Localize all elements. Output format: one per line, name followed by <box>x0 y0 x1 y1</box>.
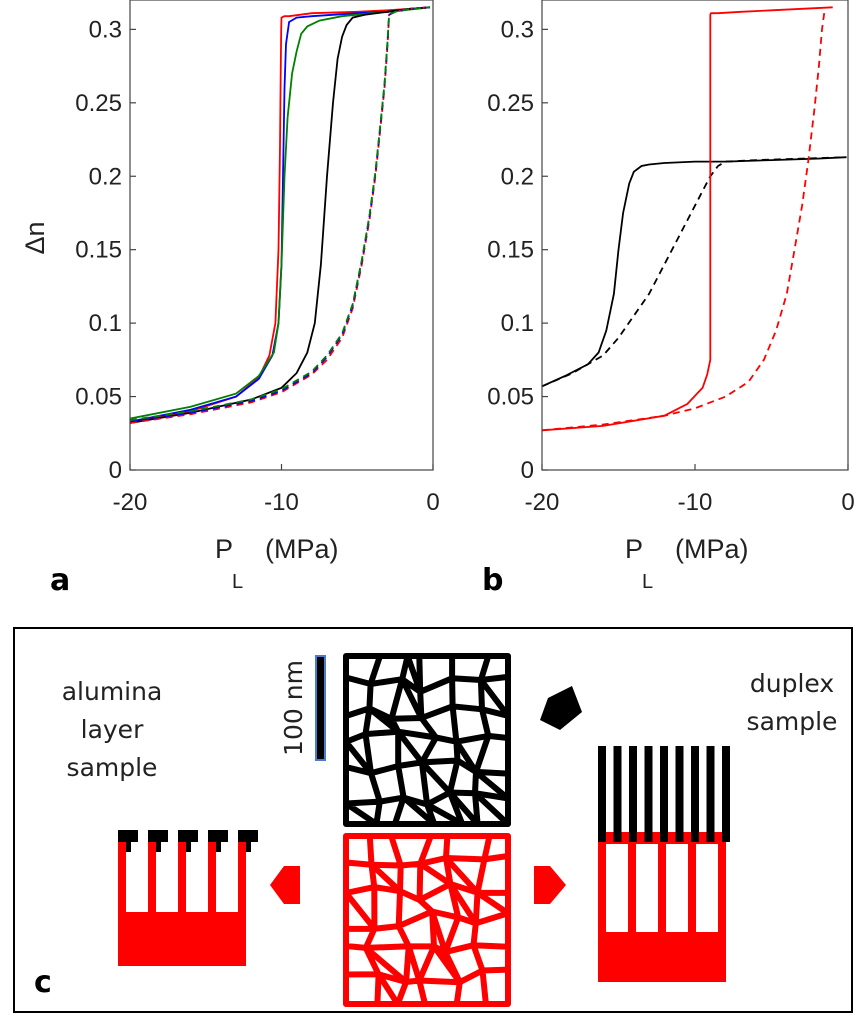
panel-b-series-line-2 <box>542 6 833 432</box>
duplex-base <box>598 932 726 982</box>
duplex-upper-wall <box>613 746 622 842</box>
duplex-upper-wall <box>644 746 653 842</box>
duplex-schematic <box>598 746 730 982</box>
panel-b-chart: -20 -10 000.050.10.150.20.250.3 P L (MPa) … <box>482 0 855 598</box>
panel-a-series-line-0 <box>130 6 431 424</box>
alumina-cap <box>238 830 258 842</box>
alumina-cap-stem <box>186 842 191 852</box>
panel-b-ytick-label: 0.3 <box>501 16 534 43</box>
duplex-upper-wall <box>629 746 637 842</box>
panel-b-ytick-label: 0 <box>521 457 534 484</box>
duplex-upper-wall <box>675 746 684 842</box>
alumina-layer-schematic <box>118 830 258 966</box>
scale-bar <box>315 655 326 761</box>
panel-b-series-line-1 <box>542 156 847 388</box>
panel-a-ytick-label: 0.05 <box>75 384 122 411</box>
arrow-black-icon <box>540 686 582 730</box>
scale-bar-label: 100 nm <box>279 660 308 756</box>
panel-a-ytick-label: 0.25 <box>75 90 122 117</box>
caption-duplex-line1: duplex <box>750 669 834 698</box>
duplex-lower-wall <box>658 842 666 936</box>
duplex-pore-network-image <box>343 653 511 827</box>
panel-b-xtick-label: -20 <box>525 489 560 516</box>
arrow-right-red-icon <box>534 866 566 904</box>
caption-alumina-line1: alumina <box>62 677 163 706</box>
net-black-walls <box>343 653 511 827</box>
alumina-pore-wall <box>148 830 156 916</box>
duplex-upper-wall <box>660 746 668 842</box>
alumina-pore-wall <box>208 830 216 916</box>
panel-b-ytick-label: 0.1 <box>501 310 534 337</box>
panel-a-xlabel-sub: L <box>232 571 243 593</box>
duplex-upper-wall <box>691 746 699 842</box>
panel-a-series <box>130 6 431 424</box>
duplex-lower-wall <box>688 842 696 936</box>
panel-a-series-line-2 <box>130 6 431 420</box>
alumina-pore-wall <box>178 830 186 916</box>
panel-a-label: a <box>50 563 70 598</box>
duplex-upper-wall <box>598 746 606 842</box>
panel-a-ticks: -20 -10 0 0 0.05 0.1 0.15 0.2 0.25 0.3 <box>75 16 439 516</box>
alumina-cap <box>118 830 138 842</box>
arrow-left-red-icon <box>270 866 300 904</box>
panel-b-frame <box>541 0 849 471</box>
panel-a-xtick-label: -10 <box>264 489 299 516</box>
alumina-cap <box>208 830 228 842</box>
alumina-cap <box>148 830 168 842</box>
duplex-lower-wall <box>628 842 636 936</box>
panel-a-xlabel-main: P <box>215 534 233 564</box>
panel-a-xtick-label: -20 <box>113 489 148 516</box>
panel-b-ytick-label: 0.2 <box>501 163 534 190</box>
alumina-cap-stem <box>156 842 161 852</box>
alumina-pore-wall <box>118 830 126 916</box>
panel-c-label: c <box>34 965 52 1000</box>
alumina-pore-network-image <box>343 833 511 1007</box>
duplex-upper-wall <box>706 746 715 842</box>
panel-a-ytick-label: 0.2 <box>89 163 122 190</box>
panel-a-ytick-label: 0.3 <box>89 16 122 43</box>
panel-b-label: b <box>482 563 503 598</box>
panel-c-schematic: alumina layer sample duplex sample 100 n… <box>13 627 853 1013</box>
duplex-upper-wall <box>722 746 730 842</box>
alumina-cap-stem <box>246 842 251 852</box>
panel-b-ytick-label: 0.05 <box>487 384 534 411</box>
panel-b-xlabel-unit: (MPa) <box>675 534 749 564</box>
panel-a-xlabel-unit: (MPa) <box>265 534 339 564</box>
panel-b-ytick-label: 0.15 <box>487 237 534 264</box>
panel-c-frame <box>13 627 853 1013</box>
panel-b-ticks: -20 -10 0 0 0.05 0.1 0.15 0.2 0.25 0.3 <box>487 16 854 516</box>
alumina-cap <box>178 830 198 842</box>
panel-a-series-line-1 <box>130 6 431 423</box>
panel-b-series-line-3 <box>542 7 826 432</box>
panel-a-series-line-3 <box>130 6 431 424</box>
panel-b-ytick-label: 0.25 <box>487 90 534 117</box>
panel-b-xtick-label: -10 <box>678 489 713 516</box>
panel-a-ytick-label: 0.1 <box>89 310 122 337</box>
alumina-cap-stem <box>216 842 221 852</box>
caption-duplex-line2: sample <box>747 707 838 736</box>
panel-b-series <box>542 6 847 432</box>
alumina-base <box>118 912 246 966</box>
net-red-walls <box>343 833 511 1007</box>
panel-b-xtick-label: 0 <box>841 489 854 516</box>
caption-alumina-line2: layer <box>81 715 144 744</box>
caption-alumina-line3: sample <box>67 753 158 782</box>
panel-a-ytick-label: 0 <box>109 457 122 484</box>
panel-b-series-line-0 <box>542 156 847 388</box>
panel-a-ylabel: Δn <box>20 221 50 254</box>
panel-b-xlabel-sub: L <box>642 571 653 593</box>
panel-a-chart: -20 -10 0 0 0.05 0.1 0.15 0.2 0.25 0.3 Δn P L (MP… <box>20 0 440 598</box>
panel-a-ytick-label: 0.15 <box>75 237 122 264</box>
alumina-cap-stem <box>126 842 131 852</box>
duplex-lower-wall <box>718 842 726 936</box>
panel-a-series-line-6 <box>130 6 431 421</box>
duplex-lower-wall <box>598 842 606 936</box>
panel-b-xlabel-main: P <box>625 534 643 564</box>
alumina-pore-wall <box>238 830 246 916</box>
panel-a-xtick-label: 0 <box>426 489 439 516</box>
